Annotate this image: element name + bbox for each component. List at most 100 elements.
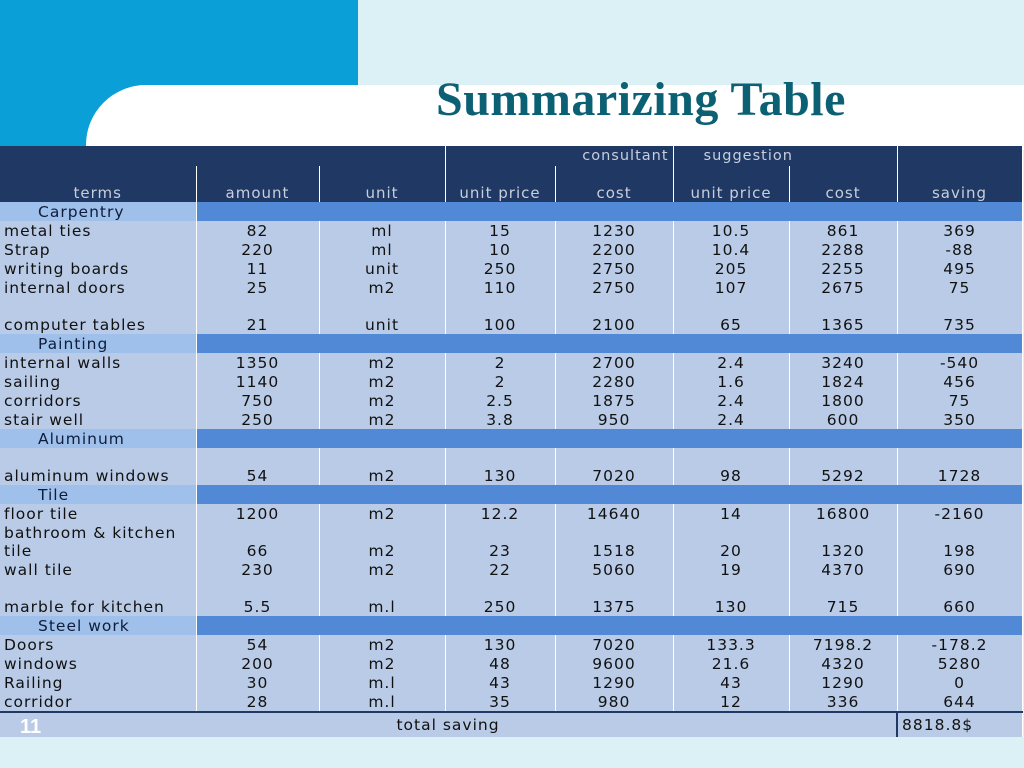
table-footer: total saving 8818.8$: [0, 711, 1023, 737]
cell-unit: ml: [319, 240, 446, 259]
header-group-row: consultant suggestion: [0, 146, 1023, 166]
table-row: corridors 750 m2 2.5 1875 2.4 1800 75: [0, 391, 1023, 410]
cell-cost-consultant: 5060: [555, 560, 674, 579]
cell-cost-suggestion: 7198.2: [789, 635, 898, 654]
cell-unit-price-suggestion: 205: [673, 259, 790, 278]
cell-saving: 644: [897, 692, 1023, 712]
header-saving: saving: [897, 166, 1023, 202]
category-band: [196, 616, 1023, 635]
category-label: Tile: [0, 485, 197, 504]
category-row: Steel work: [0, 616, 1023, 635]
cell-cost-consultant: 9600: [555, 654, 674, 673]
cell-cost-consultant: 1230: [555, 221, 674, 240]
cell-saving: 456: [897, 372, 1023, 391]
cell-amount: 54: [196, 448, 320, 485]
category-band: [196, 334, 1023, 353]
cell-saving: 690: [897, 560, 1023, 579]
cell-amount: 54: [196, 635, 320, 654]
cell-saving: 0: [897, 673, 1023, 692]
header-unit-price-consultant: unit price: [445, 166, 556, 202]
table-row: writing boards 11 unit 250 2750 205 2255 495: [0, 259, 1023, 278]
header-unit: unit: [319, 166, 446, 202]
category-band: [196, 485, 1023, 504]
table-row: stair well 250 m2 3.8 950 2.4 600 350: [0, 410, 1023, 429]
cell-unit-price-consultant: 3.8: [445, 410, 556, 429]
cell-unit-price-suggestion: 43: [673, 673, 790, 692]
table-row: internal walls 1350 m2 2 2700 2.4 3240 -540: [0, 353, 1023, 372]
table-row: metal ties 82 ml 15 1230 10.5 861 369: [0, 221, 1023, 240]
cell-cost-suggestion: 3240: [789, 353, 898, 372]
cell-term: corridors: [0, 391, 197, 410]
cell-cost-consultant: 7020: [555, 635, 674, 654]
cell-term: Strap: [0, 240, 197, 259]
cell-unit: m2: [319, 353, 446, 372]
cell-unit: m2: [319, 410, 446, 429]
header-cost-consultant: cost: [555, 166, 674, 202]
cell-cost-suggestion: 16800: [789, 504, 898, 523]
cell-unit-price-suggestion: 2.4: [673, 391, 790, 410]
table-row: sailing 1140 m2 2 2280 1.6 1824 456: [0, 372, 1023, 391]
table-row: wall tile 230 m2 22 5060 19 4370 690: [0, 560, 1023, 579]
cell-unit-price-suggestion: 20: [673, 523, 790, 560]
table-row: Strap 220 ml 10 2200 10.4 2288 -88: [0, 240, 1023, 259]
cell-unit-price-consultant: 35: [445, 692, 556, 712]
cell-saving: 350: [897, 410, 1023, 429]
cell-cost-suggestion: 2675: [789, 278, 898, 297]
cell-unit-price-consultant: 2: [445, 372, 556, 391]
cell-cost-suggestion: 1365: [789, 297, 898, 334]
cell-cost-consultant: 2750: [555, 278, 674, 297]
cell-unit: m2: [319, 278, 446, 297]
cell-unit-price-consultant: 250: [445, 259, 556, 278]
cell-unit-price-suggestion: 10.4: [673, 240, 790, 259]
category-label: Aluminum: [0, 429, 197, 448]
cell-cost-suggestion: 1824: [789, 372, 898, 391]
cell-unit: m2: [319, 448, 446, 485]
cell-unit-price-consultant: 23: [445, 523, 556, 560]
cell-unit: m2: [319, 391, 446, 410]
cell-amount: 11: [196, 259, 320, 278]
cell-saving: -88: [897, 240, 1023, 259]
cell-cost-suggestion: 2255: [789, 259, 898, 278]
cell-unit-price-suggestion: 10.5: [673, 221, 790, 240]
cell-term: windows: [0, 654, 197, 673]
cell-cost-suggestion: 715: [789, 579, 898, 616]
cell-unit: m2: [319, 560, 446, 579]
cell-term: Railing: [0, 673, 197, 692]
header-group-suggestion: suggestion: [673, 146, 898, 166]
cell-amount: 200: [196, 654, 320, 673]
cell-unit: m2: [319, 654, 446, 673]
cell-term: floor tile: [0, 504, 197, 523]
table-row: Doors 54 m2 130 7020 133.3 7198.2 -178.2: [0, 635, 1023, 654]
table-row: aluminum windows 54 m2 130 7020 98 5292 1728: [0, 448, 1023, 485]
cell-unit-price-consultant: 2.5: [445, 391, 556, 410]
cell-amount: 5.5: [196, 579, 320, 616]
cell-unit: m2: [319, 523, 446, 560]
cell-unit-price-consultant: 43: [445, 673, 556, 692]
table-row: Railing 30 m.l 43 1290 43 1290 0: [0, 673, 1023, 692]
table-row: marble for kitchen 5.5 m.l 250 1375 130 715 660: [0, 579, 1023, 616]
cell-unit: m2: [319, 372, 446, 391]
cell-unit-price-suggestion: 98: [673, 448, 790, 485]
cell-cost-suggestion: 1290: [789, 673, 898, 692]
cell-unit-price-suggestion: 2.4: [673, 410, 790, 429]
cell-term: computer tables: [0, 297, 197, 334]
cell-amount: 66: [196, 523, 320, 560]
cell-saving: 369: [897, 221, 1023, 240]
cell-unit-price-suggestion: 21.6: [673, 654, 790, 673]
header-cost-suggestion: cost: [789, 166, 898, 202]
cell-unit-price-suggestion: 65: [673, 297, 790, 334]
category-row: Aluminum: [0, 429, 1023, 448]
cell-term: bathroom & kitchen tile: [0, 523, 197, 560]
cell-term: marble for kitchen: [0, 579, 197, 616]
category-row: Carpentry: [0, 202, 1023, 221]
total-value: 8818.8$: [896, 711, 1023, 737]
cell-amount: 25: [196, 278, 320, 297]
cell-term: metal ties: [0, 221, 197, 240]
cell-amount: 1140: [196, 372, 320, 391]
cell-unit-price-suggestion: 19: [673, 560, 790, 579]
cell-unit-price-consultant: 48: [445, 654, 556, 673]
cell-unit: unit: [319, 297, 446, 334]
header-blank-2: [897, 146, 1023, 166]
cell-term: internal walls: [0, 353, 197, 372]
cell-cost-suggestion: 861: [789, 221, 898, 240]
